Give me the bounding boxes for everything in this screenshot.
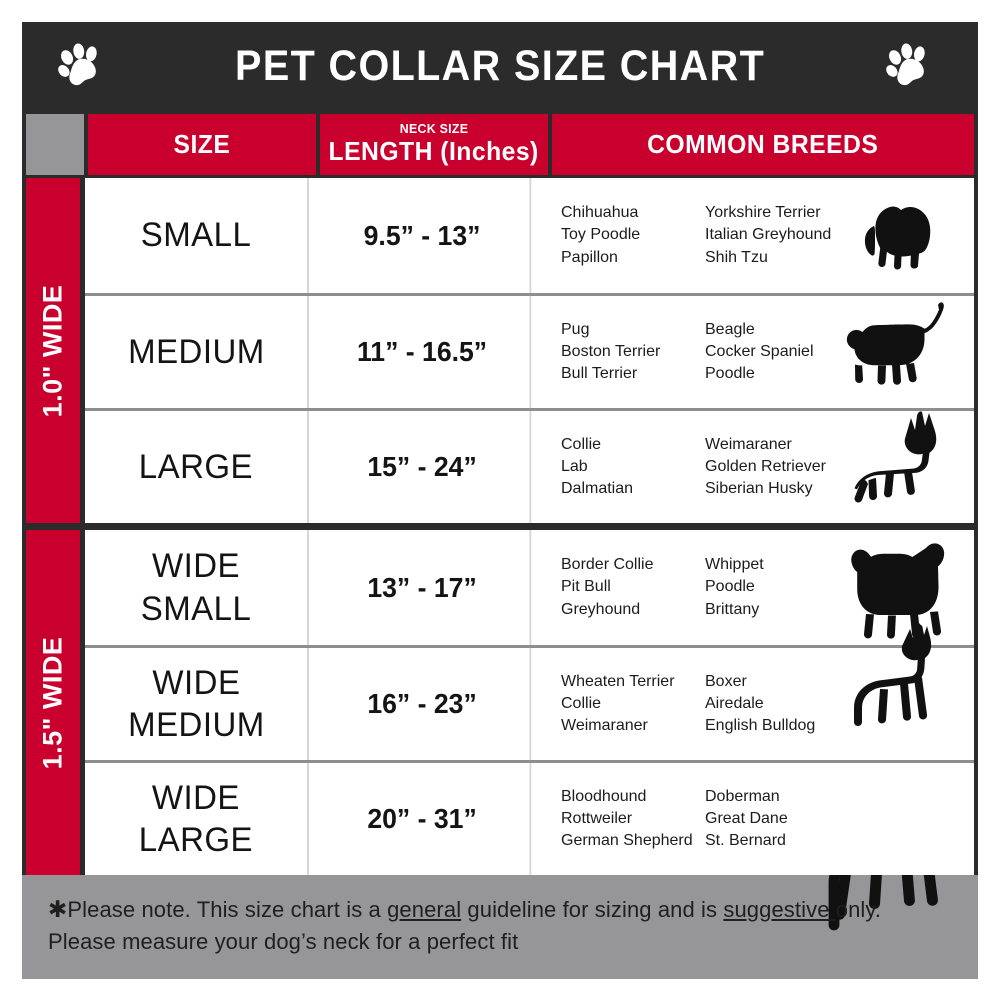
cell-size: SMALL bbox=[85, 178, 309, 293]
size-label: WIDE SMALL bbox=[140, 547, 252, 628]
cell-breeds: Pug Boston Terrier Bull Terrier Beagle C… bbox=[537, 296, 974, 408]
table-column-headers: SIZE NECK SIZE LENGTH (Inches) COMMON BR… bbox=[22, 110, 978, 178]
cell-size: MEDIUM bbox=[85, 296, 309, 408]
column-header-size: SIZE bbox=[88, 114, 316, 175]
cell-size: WIDE SMALL bbox=[85, 530, 309, 645]
footer-text-b: guideline for sizing and is bbox=[461, 897, 724, 922]
footer-text-a: Please note. This size chart is a bbox=[67, 897, 388, 922]
breed-column-1: Pug Boston Terrier Bull Terrier bbox=[561, 320, 661, 383]
breed-column-1: Bloodhound Rottweiler German Shepherd bbox=[561, 787, 693, 850]
cell-length: 13” - 17” bbox=[315, 530, 532, 645]
breed-column-1: Chihuahua Toy Poodle Papillon bbox=[561, 204, 641, 266]
breed-column-1: Border Collie Pit Bull Greyhound bbox=[561, 556, 654, 618]
pet-collar-size-chart: PET COLLAR SIZE CHART SIZE NECK SIZE LEN… bbox=[22, 22, 978, 979]
paw-print-icon bbox=[54, 39, 108, 93]
section-label-text: 1.5" WIDE bbox=[37, 636, 68, 769]
section-one-and-half-inch-wide: 1.5" WIDE WIDE SMALL 13” - 17” Border Co… bbox=[26, 530, 974, 875]
footer-underline-suggestive: suggestive bbox=[723, 897, 836, 922]
column-header-breeds: COMMON BREEDS bbox=[552, 114, 974, 175]
cell-breeds: Wheaten Terrier Collie Weimaraner Boxer … bbox=[537, 623, 974, 760]
section-label-text: 1.0" WIDE bbox=[37, 284, 68, 417]
breed-column-2: Whippet Poodle Brittany bbox=[705, 556, 764, 618]
cell-size: WIDE MEDIUM bbox=[85, 648, 309, 760]
cell-length: 20” - 31” bbox=[315, 763, 532, 875]
table-row: WIDE LARGE 20” - 31” Bloodhound Rottweil… bbox=[85, 760, 974, 875]
breed-column-2: Doberman Great Dane St. Bernard bbox=[705, 787, 788, 850]
breed-column-2: Beagle Cocker Spaniel Poodle bbox=[705, 320, 814, 383]
column-header-length-label: LENGTH (Inches) bbox=[328, 136, 540, 166]
cell-breeds: Chihuahua Toy Poodle Papillon Yorkshire … bbox=[537, 178, 974, 293]
breed-column-1: Wheaten Terrier Collie Weimaraner bbox=[561, 672, 675, 735]
column-header-size-label: SIZE bbox=[173, 129, 231, 159]
cell-length: 16” - 23” bbox=[315, 648, 532, 760]
table-row: LARGE 15” - 24” Collie Lab Dalmatian Wei… bbox=[85, 408, 974, 523]
section-one-inch-wide: 1.0" WIDE SMALL 9.5” - 13” Chihuahua Toy… bbox=[26, 178, 974, 523]
section-rows: SMALL 9.5” - 13” Chihuahua Toy Poodle Pa… bbox=[85, 178, 974, 523]
cell-breeds: Collie Lab Dalmatian Weimaraner Golden R… bbox=[537, 411, 974, 523]
section-label-one-and-half-inch: 1.5" WIDE bbox=[26, 530, 80, 875]
beagle-silhouette-icon bbox=[818, 293, 968, 408]
bulldog-silhouette-icon bbox=[818, 530, 968, 645]
asterisk-icon: ✱ bbox=[48, 896, 68, 922]
pomeranian-silhouette-icon bbox=[818, 178, 968, 293]
cell-breeds: Bloodhound Rottweiler German Shepherd Do… bbox=[537, 763, 974, 875]
section-label-one-inch: 1.0" WIDE bbox=[26, 178, 80, 523]
breed-column-1: Collie Lab Dalmatian bbox=[561, 435, 634, 498]
table-body: 1.0" WIDE SMALL 9.5” - 13” Chihuahua Toy… bbox=[22, 178, 978, 875]
size-label: WIDE LARGE bbox=[138, 778, 254, 859]
footer-text-c: only. bbox=[835, 897, 882, 922]
breed-column-2: Boxer Airedale English Bulldog bbox=[705, 672, 816, 735]
size-label: LARGE bbox=[138, 447, 254, 486]
breed-column-2: Weimaraner Golden Retriever Siberian Hus… bbox=[705, 435, 826, 498]
cell-length: 15” - 24” bbox=[315, 411, 532, 523]
column-header-neck-size-label: NECK SIZE bbox=[399, 121, 469, 136]
table-row: WIDE SMALL 13” - 17” Border Collie Pit B… bbox=[85, 530, 974, 645]
cell-length: 11” - 16.5” bbox=[315, 296, 532, 408]
table-row: WIDE MEDIUM 16” - 23” Wheaten Terrier Co… bbox=[85, 623, 974, 760]
cell-length: 9.5” - 13” bbox=[315, 178, 532, 293]
footer-note: ✱Please note. This size chart is a gener… bbox=[22, 875, 978, 979]
page-title: PET COLLAR SIZE CHART bbox=[234, 41, 766, 90]
section-rows: WIDE SMALL 13” - 17” Border Collie Pit B… bbox=[85, 530, 974, 875]
column-header-breeds-label: COMMON BREEDS bbox=[647, 129, 879, 159]
shepherd-silhouette-icon bbox=[818, 408, 968, 523]
column-header-length: NECK SIZE LENGTH (Inches) bbox=[320, 114, 548, 175]
breed-column-2: Yorkshire Terrier Italian Greyhound Shih… bbox=[705, 204, 832, 266]
header-corner-cell bbox=[26, 114, 84, 175]
cell-breeds: Border Collie Pit Bull Greyhound Whippet… bbox=[537, 530, 974, 645]
size-label: MEDIUM bbox=[127, 332, 265, 371]
table-row: MEDIUM 11” - 16.5” Pug Boston Terrier Bu… bbox=[85, 293, 974, 408]
size-label: WIDE MEDIUM bbox=[127, 663, 265, 744]
footer-line-1: ✱Please note. This size chart is a gener… bbox=[48, 893, 978, 926]
footer-line-2: Please measure your dog’s neck for a per… bbox=[48, 928, 519, 954]
size-label: SMALL bbox=[140, 216, 252, 255]
chart-title-bar: PET COLLAR SIZE CHART bbox=[22, 22, 978, 110]
footer-underline-general: general bbox=[387, 897, 462, 922]
table-row: SMALL 9.5” - 13” Chihuahua Toy Poodle Pa… bbox=[85, 178, 974, 293]
cell-size: WIDE LARGE bbox=[85, 763, 309, 875]
cell-size: LARGE bbox=[85, 411, 309, 523]
paw-print-icon bbox=[882, 39, 936, 93]
